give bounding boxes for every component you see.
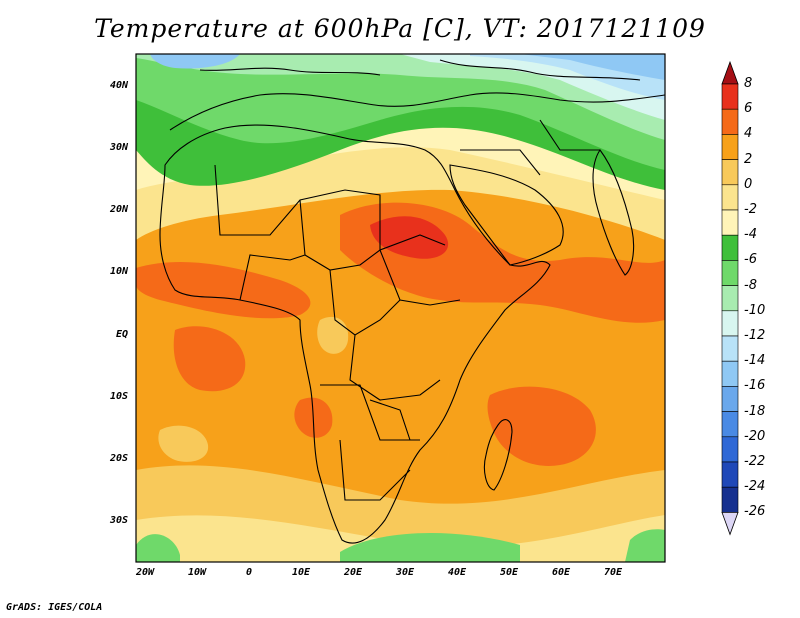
colorbar-tick-label: -22 xyxy=(744,454,766,469)
lat-label-10n: 10N xyxy=(109,266,128,277)
colorbar-segment xyxy=(721,360,739,387)
colorbar-tick-label: 4 xyxy=(744,126,753,142)
lon-label-30e: 30E xyxy=(395,567,415,578)
colorbar-segment xyxy=(721,83,739,110)
colorbar-tick-label: -8 xyxy=(744,277,757,293)
colorbar-tick-label: 0 xyxy=(744,176,753,192)
colorbar-segment xyxy=(721,260,739,286)
map-frame xyxy=(135,53,666,563)
colorbar-segment xyxy=(721,386,739,412)
colorbar xyxy=(721,60,739,536)
colorbar-tick-label: -14 xyxy=(744,353,766,369)
colorbar-segment xyxy=(721,461,739,488)
colorbar-tick-label: 6 xyxy=(744,101,753,117)
colorbar-tick-label: -6 xyxy=(744,252,757,268)
colorbar-segment xyxy=(721,209,739,236)
colorbar-segment xyxy=(721,234,739,261)
colorbar-tick-label: -20 xyxy=(744,428,766,444)
colorbar-segment xyxy=(721,486,739,513)
colorbar-segment xyxy=(721,411,739,438)
colorbar-tick-label: -16 xyxy=(744,378,766,394)
colorbar-tick-label: -2 xyxy=(744,202,757,217)
lat-label-30s: 30S xyxy=(109,515,128,526)
temperature-field xyxy=(136,54,665,562)
colorbar-segment xyxy=(721,436,739,463)
lat-label-30n: 30N xyxy=(109,142,128,153)
lat-label-10s: 10S xyxy=(109,391,128,402)
colorbar-bottom-arrow xyxy=(721,512,739,536)
colorbar-tick-label: -10 xyxy=(744,302,766,318)
lat-label-20s: 20S xyxy=(109,453,128,464)
colorbar-tick-label: -18 xyxy=(744,403,766,419)
colorbar-segment xyxy=(721,310,739,337)
coastline-borders xyxy=(159,59,665,544)
colorbar-tick-label: -24 xyxy=(744,479,766,495)
lon-label-20e: 20E xyxy=(343,567,363,578)
grads-credit: GrADS: IGES/COLA xyxy=(6,602,103,613)
colorbar-tick-label: -26 xyxy=(744,504,766,520)
colorbar-segment xyxy=(721,159,739,186)
lon-label-20w: 20W xyxy=(135,567,155,578)
colorbar-tick-label: -4 xyxy=(744,227,757,243)
colorbar-segment xyxy=(721,108,739,135)
lat-label-20n: 20N xyxy=(109,204,128,215)
lon-label-10e: 10E xyxy=(291,567,311,578)
colorbar-top-arrow xyxy=(721,60,739,85)
lon-label-0: 0 xyxy=(245,567,253,578)
colorbar-segment xyxy=(721,335,739,362)
lat-label-eq: EQ xyxy=(115,329,128,340)
colorbar-segment xyxy=(721,285,739,312)
lon-label-10w: 10W xyxy=(187,567,207,578)
colorbar-segment xyxy=(721,184,739,211)
colorbar-segment xyxy=(721,134,739,160)
lon-label-40e: 40E xyxy=(447,567,467,578)
lon-label-50e: 50E xyxy=(499,567,519,578)
colorbar-tick-label: -12 xyxy=(744,328,766,343)
colorbar-tick-label: 8 xyxy=(744,76,753,91)
map-title: Temperature at 600hPa [C], VT: 201712110… xyxy=(94,14,706,43)
colorbar-tick-label: 2 xyxy=(744,151,753,167)
lon-label-70e: 70E xyxy=(603,567,623,578)
lat-label-40n: 40N xyxy=(109,80,128,91)
lon-label-60e: 60E xyxy=(551,567,571,578)
